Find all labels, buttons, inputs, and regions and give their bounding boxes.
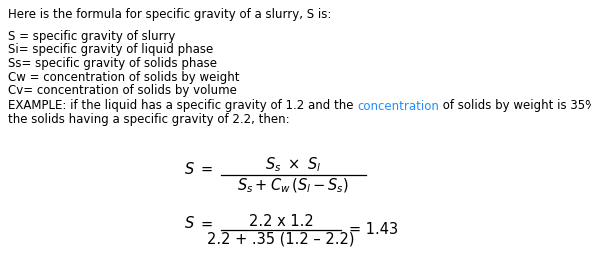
Text: S = specific gravity of slurry: S = specific gravity of slurry bbox=[8, 30, 176, 43]
Text: of solids by weight is 35% with: of solids by weight is 35% with bbox=[439, 99, 591, 112]
Text: 2.2 + .35 (1.2 – 2.2): 2.2 + .35 (1.2 – 2.2) bbox=[207, 231, 355, 246]
Text: S: S bbox=[185, 162, 194, 177]
Text: EXAMPLE: if the liquid has a specific gravity of 1.2 and the: EXAMPLE: if the liquid has a specific gr… bbox=[8, 99, 357, 112]
Text: Here is the formula for specific gravity of a slurry, S is:: Here is the formula for specific gravity… bbox=[8, 8, 332, 21]
Text: concentration: concentration bbox=[357, 99, 439, 112]
Text: Ss= specific gravity of solids phase: Ss= specific gravity of solids phase bbox=[8, 57, 217, 70]
Text: 2.2 x 1.2: 2.2 x 1.2 bbox=[249, 214, 313, 229]
Text: =: = bbox=[201, 216, 213, 232]
Text: Si= specific gravity of liquid phase: Si= specific gravity of liquid phase bbox=[8, 43, 213, 57]
Text: $S_s + C_w\,(S_l - S_s)$: $S_s + C_w\,(S_l - S_s)$ bbox=[238, 176, 349, 195]
Text: $S_s\ \times\ S_l$: $S_s\ \times\ S_l$ bbox=[265, 155, 322, 174]
Text: the solids having a specific gravity of 2.2, then:: the solids having a specific gravity of … bbox=[8, 113, 290, 126]
Text: Cv= concentration of solids by volume: Cv= concentration of solids by volume bbox=[8, 84, 237, 97]
Text: Cw = concentration of solids by weight: Cw = concentration of solids by weight bbox=[8, 70, 239, 84]
Text: = 1.43: = 1.43 bbox=[349, 222, 398, 238]
Text: =: = bbox=[201, 162, 213, 177]
Text: S: S bbox=[185, 216, 194, 232]
